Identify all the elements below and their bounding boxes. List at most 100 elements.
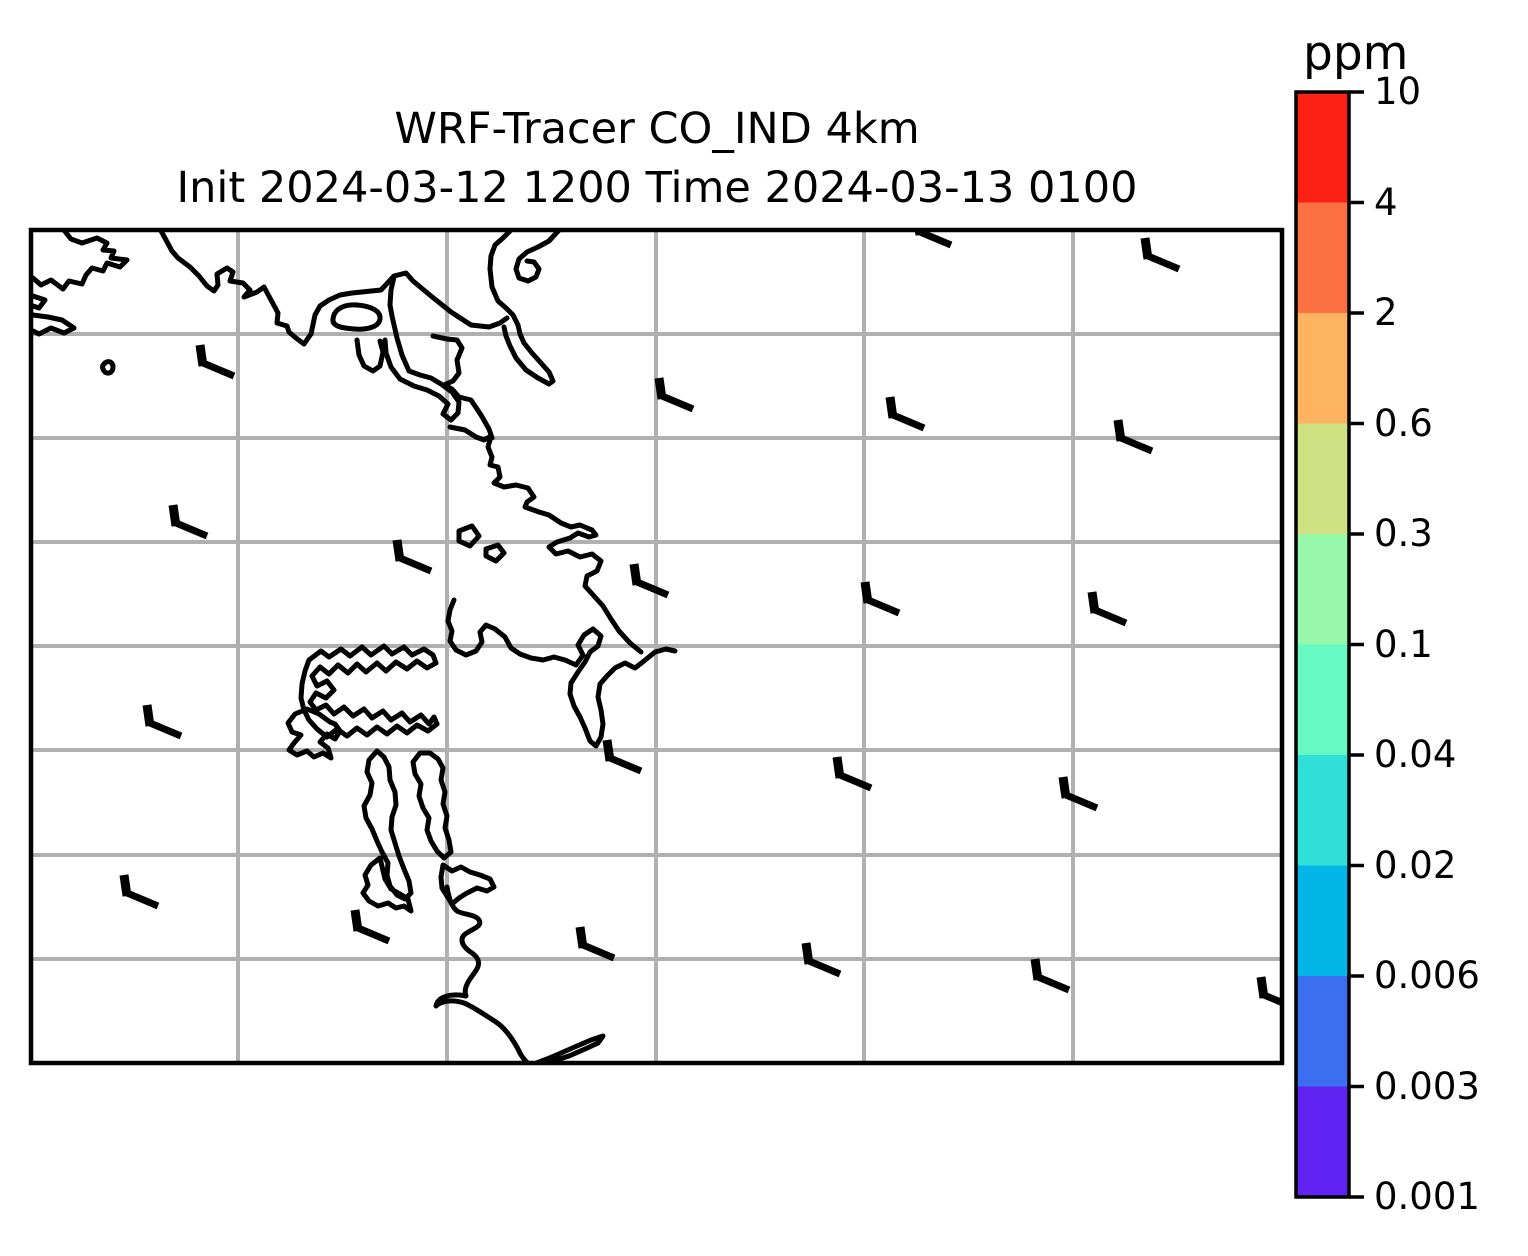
wind-barb-staff [807,957,842,978]
wind-barb-flag [1113,419,1126,442]
wind-barb-icon [1256,976,1282,1007]
wind-barb-icon [350,909,391,945]
wind-barb-icon [885,396,926,432]
map-frame [28,227,1285,1066]
coastline-path [354,337,386,374]
wind-barb-flag [801,942,814,965]
coastline-path [487,230,556,387]
colorbar-segment [1296,92,1349,204]
wind-barb-flag [860,581,873,604]
wind-barb-icon [654,377,695,413]
colorbar-segment [1296,755,1349,867]
wind-barb-flag [142,704,155,727]
coastline-path [445,597,678,749]
wind-barb-icon [392,539,433,575]
wind-barb-flag [885,396,898,419]
wind-barb-flag [168,504,181,527]
wind-barb-icon [1140,237,1181,273]
colorbar-tick-label: 10 [1374,70,1422,113]
wind-barb-staff [1093,606,1128,627]
wind-barb-icon [1113,419,1154,455]
wind-barb-staff [660,392,695,413]
colorbar-tick-label: 0.003 [1374,1064,1480,1108]
wind-barb-icon [119,874,160,910]
colorbar-segment [1296,1086,1349,1198]
wind-barb-icon [168,504,209,540]
colorbar-tick-label: 0.006 [1374,954,1480,997]
coastline-path [438,862,497,907]
wind-barb-flag [195,344,208,367]
wind-barb-icon [801,942,842,978]
colorbar-segment [1296,865,1349,977]
coastline-path [531,1033,606,1063]
coastline-path [298,643,440,740]
colorbar-tick-label: 0.001 [1374,1175,1480,1218]
colorbar-segment [1296,534,1349,646]
plot-title-line1: WRF-Tracer CO_IND 4km [394,104,920,154]
coastline-path [31,312,77,337]
colorbar-segment [1296,313,1349,425]
coastline-path [410,750,454,861]
colorbar-tick-label: 4 [1374,180,1398,224]
wind-barb-icon [142,704,183,740]
colorbar-tick-label: 0.1 [1374,622,1433,666]
coastline-path [360,855,414,914]
wind-barb-staff [201,359,236,380]
colorbar-tick-label: 0.02 [1374,843,1457,887]
wind-barb-staff [174,519,209,540]
wind-barb-staff [918,230,953,249]
page-title: WRF-Tracer CO_IND 4km Init 2024-03-12 12… [31,100,1283,218]
colorbar-segment [1296,423,1349,535]
coastline-path [447,424,644,655]
wind-barb-flag [1087,591,1100,614]
coastline-path [483,542,507,564]
colorbar-unit-label: ppm [1303,26,1409,81]
wind-barbs [119,230,1282,1007]
wind-barb-icon [629,563,670,599]
colorbar-segment [1296,202,1349,314]
colorbar-segment [1296,976,1349,1088]
wind-barb-staff [891,411,926,432]
wind-barb-flag [1030,958,1043,981]
wind-barb-flag [1058,776,1071,799]
wind-barb-staff [1119,434,1154,455]
wind-barb-icon [602,739,643,775]
wind-barb-staff [1146,252,1181,273]
coastline-path [433,884,532,1063]
wind-barb-flag [392,539,405,562]
coastline-path [157,230,510,347]
colorbar-tick-label: 2 [1374,291,1398,334]
wind-barb-flag [832,756,845,779]
wind-barb-staff [1262,991,1282,1007]
wind-barb-flag [654,377,667,400]
colorbar [1294,90,1364,1199]
coastline-path [100,359,116,376]
wind-barb-icon [1087,591,1128,627]
colorbar-segment [1296,644,1349,756]
wind-barb-staff [398,554,433,575]
wind-barb-staff [608,754,643,775]
wind-barb-icon [832,756,873,792]
colorbar-tick-label: 0.6 [1374,401,1433,445]
plot-title-line2: Init 2024-03-12 1200 Time 2024-03-13 010… [176,163,1138,213]
coastline-path [31,230,130,292]
wind-barb-flag [1256,976,1269,999]
wind-barb-staff [1064,791,1099,812]
wind-barb-flag [575,926,588,949]
gridlines [31,230,1282,1063]
wind-barb-icon [860,581,901,617]
wind-barb-icon [1030,958,1071,994]
coastline-path [31,293,48,311]
wind-barb-icon [1058,776,1099,812]
coastline-path [430,333,495,441]
colorbar-tick-label: 0.3 [1374,512,1433,555]
wind-barb-staff [1036,973,1071,994]
coastline-path [513,230,563,284]
wind-barb-flag [119,874,132,897]
coastline-path [456,523,482,549]
coastline-path [285,706,343,761]
wind-barb-staff [148,719,183,740]
coastline-path [382,274,462,423]
wind-barb-icon [195,344,236,380]
